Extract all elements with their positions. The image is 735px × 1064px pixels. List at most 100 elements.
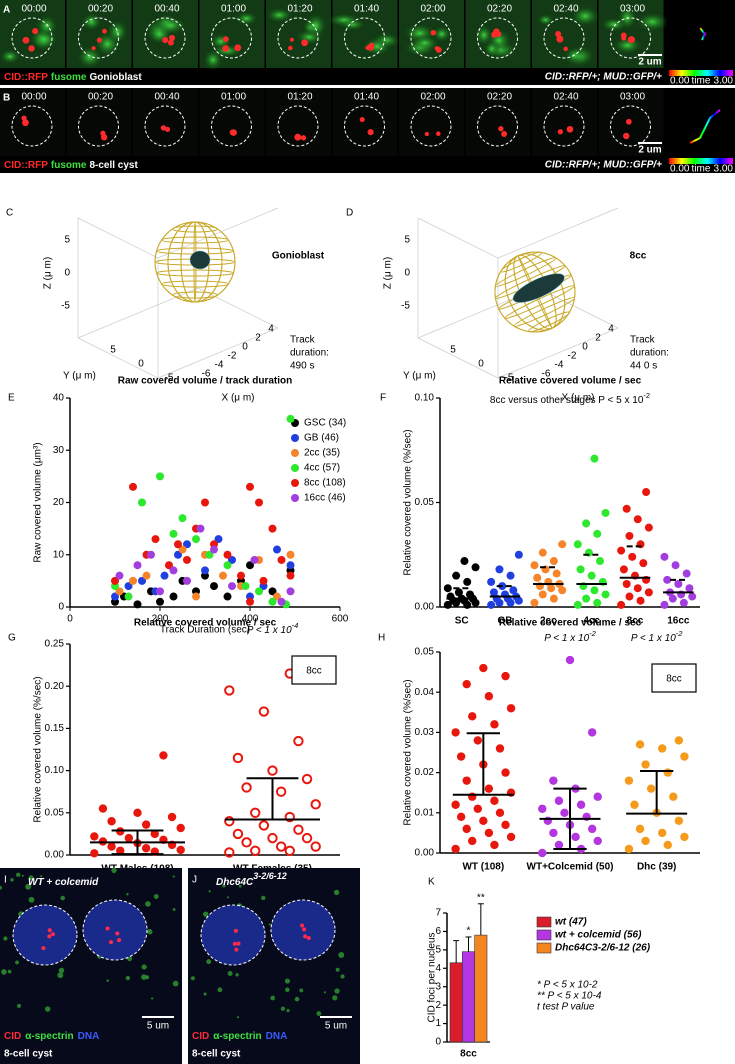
point: [224, 816, 235, 827]
cell-outline: [410, 105, 452, 147]
cell-outline: [144, 17, 186, 59]
point: [241, 782, 252, 793]
legend-label: Dhc64C3-2/6-12 (26): [555, 943, 651, 954]
point: [228, 582, 236, 591]
point: [617, 546, 626, 555]
annotation-exponent: -2: [643, 391, 650, 400]
annotation-text: P < 1 x 10: [247, 625, 292, 636]
frame: [266, 88, 331, 156]
y-tick-label: 5: [450, 345, 456, 356]
point: [107, 817, 116, 826]
point: [538, 804, 547, 813]
annotation-text: 8cc versus other stages P < 5 x 10: [490, 395, 644, 406]
cid-spot: [167, 39, 174, 46]
stain-red: CID: [4, 1031, 21, 1042]
point: [617, 600, 626, 609]
point: [663, 840, 672, 850]
cell-outline: [144, 105, 186, 147]
point: [624, 776, 634, 785]
point: [593, 529, 602, 538]
cid-spot: [102, 28, 107, 34]
inset-box: [651, 663, 697, 693]
genotype: CID::RFP/+; MUD::GFP/+: [545, 72, 662, 83]
point: [495, 744, 505, 753]
point: [473, 736, 482, 745]
timestamp: 03:00: [620, 4, 645, 15]
point: [501, 768, 510, 777]
point: [156, 597, 164, 606]
legend-label: 16cc (46): [304, 493, 346, 504]
point: [573, 600, 582, 609]
point: [165, 561, 173, 570]
sphere-parallel: [494, 257, 557, 287]
title-superscript: 3-2/6-12: [253, 871, 287, 881]
point: [668, 594, 677, 603]
legend-label: GSC (34): [304, 418, 346, 429]
point: [268, 587, 277, 596]
point: [674, 580, 683, 589]
track-text: duration:: [290, 348, 329, 359]
x-tick-label: -2: [568, 351, 577, 362]
annotation: P < 1 x 10-2: [631, 629, 683, 644]
point: [565, 655, 575, 665]
spectrin-signal: [57, 972, 64, 979]
cid-spot: [300, 135, 307, 141]
y-tick-label: -5: [505, 373, 514, 384]
cell-outline: [78, 17, 119, 59]
point: [641, 836, 650, 846]
timestamp: 01:40: [354, 4, 379, 15]
timestamp: 02:40: [553, 92, 578, 103]
point: [582, 519, 591, 528]
point: [115, 571, 124, 580]
cell-outline: [211, 17, 252, 59]
point: [183, 555, 191, 564]
point: [98, 804, 108, 813]
cell-outline: [543, 105, 585, 147]
point: [680, 832, 689, 842]
annotation-exponent: -2: [589, 629, 596, 638]
point: [635, 740, 645, 749]
spectrin-signal: [15, 960, 19, 965]
legend-marker: [291, 449, 299, 457]
chart-title: Relative covered volume / sec: [499, 618, 642, 629]
sphere-parallel: [156, 269, 234, 277]
point: [246, 561, 254, 570]
y-tick-label: 0.04: [415, 687, 435, 698]
cid-spot: [100, 134, 108, 141]
chart-title: Relative covered volume / sec: [499, 376, 642, 387]
timestamp: 00:20: [88, 92, 113, 103]
legend-label: 4cc (57): [304, 463, 340, 474]
cid-spot: [622, 132, 630, 140]
cell-outline: [78, 105, 119, 147]
colorbar-label: time: [692, 164, 711, 175]
axis-box-line: [497, 207, 619, 259]
cid-spot: [160, 125, 167, 131]
point: [210, 545, 218, 554]
genotype: CID::RFP/+; MUD::GFP/+: [545, 160, 662, 171]
cid-spot: [50, 932, 55, 937]
cid-spot: [233, 928, 238, 933]
spectrin-signal: [206, 959, 212, 965]
point: [451, 800, 460, 809]
point: [495, 808, 505, 817]
point: [454, 588, 463, 597]
point: [286, 550, 295, 559]
timestamp: 01:00: [221, 4, 246, 15]
cid-spot: [162, 37, 169, 44]
point: [250, 555, 259, 564]
x-tick-label: GB: [498, 616, 513, 627]
point: [530, 561, 539, 570]
label-green: fusome: [51, 160, 87, 171]
cid-spot: [359, 117, 365, 123]
point: [484, 828, 494, 838]
point: [277, 597, 286, 606]
cell-outline: [11, 17, 53, 59]
spectrin-signal: [172, 980, 179, 987]
point: [183, 540, 191, 549]
cid-spot: [301, 39, 308, 47]
point: [310, 841, 321, 852]
point: [246, 482, 254, 491]
spectrin-signal: [106, 979, 109, 982]
z-axis-label: Z (μ m): [43, 257, 54, 289]
timestamp: 01:20: [287, 92, 312, 103]
